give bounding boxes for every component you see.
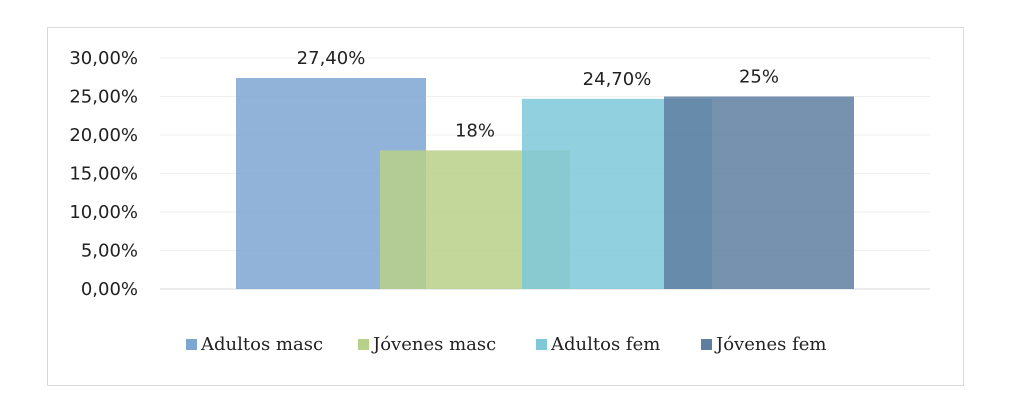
y-axis-ticks: 0,00% 5,00% 10,00% 15,00% 20,00% 25,00% 30,00%: [69, 48, 138, 300]
y-tick-label: 25,00%: [69, 87, 138, 108]
y-tick-label: 20,00%: [69, 125, 138, 146]
legend: Adultos masc Jóvenes masc Adultos fem Jóven…: [186, 334, 826, 355]
bars: [236, 78, 854, 290]
legend-label-jovenes-fem: Jóvenes fem: [714, 334, 826, 355]
legend-swatch-adultos-fem: [536, 339, 547, 350]
y-tick-label: 5,00%: [81, 241, 138, 262]
data-label-adultos-masc: 27,40%: [297, 48, 366, 69]
legend-label-adultos-fem: Adultos fem: [550, 334, 660, 355]
data-label-jovenes-fem: 25%: [739, 67, 779, 88]
data-label-adultos-fem: 24,70%: [583, 69, 652, 90]
legend-label-jovenes-masc: Jóvenes masc: [371, 334, 496, 355]
bar-jovenes-fem: [664, 96, 854, 289]
data-label-jovenes-masc: 18%: [455, 120, 495, 141]
y-tick-label: 10,00%: [69, 202, 138, 223]
legend-swatch-jovenes-fem: [701, 339, 712, 350]
data-labels: 27,40% 18% 24,70% 25%: [297, 48, 779, 141]
y-tick-label: 0,00%: [81, 279, 138, 300]
y-tick-label: 30,00%: [69, 48, 138, 69]
legend-swatch-jovenes-masc: [358, 339, 369, 350]
legend-label-adultos-masc: Adultos masc: [200, 334, 323, 355]
y-tick-label: 15,00%: [69, 164, 138, 185]
legend-swatch-adultos-masc: [186, 339, 197, 350]
